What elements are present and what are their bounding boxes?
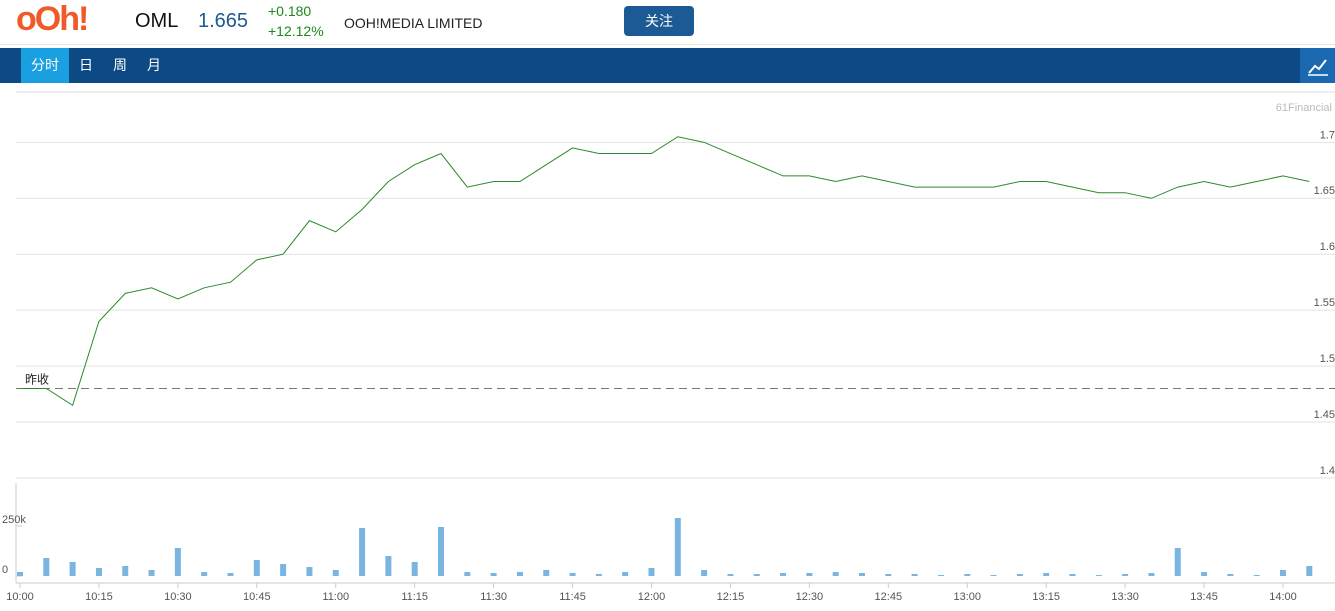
volume-bar <box>727 574 734 576</box>
volume-bar <box>17 572 23 576</box>
header: oOh! OML 1.665 +0.180 +12.12% OOH!MEDIA … <box>0 0 1335 45</box>
volume-bar <box>122 566 129 576</box>
volume-bar <box>148 570 155 576</box>
tab[interactable]: 分时 <box>21 48 69 83</box>
logo[interactable]: oOh! <box>16 0 89 38</box>
prev-close-label: 昨收 <box>25 373 49 387</box>
volume-bar <box>69 562 76 576</box>
volume-bar <box>1122 574 1129 576</box>
symbol: OML <box>135 10 179 32</box>
x-tick-label: 11:45 <box>559 591 586 603</box>
x-tick-label: 12:15 <box>717 591 745 603</box>
volume-bar <box>43 558 50 576</box>
x-tick-label: 10:15 <box>85 591 113 603</box>
follow-button[interactable]: 关注 <box>624 6 694 36</box>
y2-tick-label: 0 <box>2 564 8 576</box>
x-tick-label: 13:30 <box>1111 591 1139 603</box>
volume-bar <box>1201 572 1208 576</box>
volume-bar <box>1280 570 1286 576</box>
x-tick-label: 11:30 <box>480 591 507 603</box>
volume-bar <box>516 572 523 576</box>
change: +0.180 <box>268 3 312 19</box>
volume-bar <box>227 573 234 576</box>
volume-bar <box>753 574 760 576</box>
tab[interactable]: 周 <box>113 57 127 73</box>
volume-bar <box>674 518 681 576</box>
volume-bar <box>201 572 208 576</box>
y-tick-label: 1.4 <box>1320 465 1335 477</box>
x-tick-label: 13:15 <box>1032 591 1060 603</box>
volume-bar <box>1174 548 1181 576</box>
y-tick-label: 1.7 <box>1320 129 1335 141</box>
x-tick-label: 11:15 <box>401 591 428 603</box>
volume-bar <box>832 572 839 576</box>
x-tick-label: 12:00 <box>638 591 666 603</box>
chart-icon <box>1308 59 1328 76</box>
volume-bar <box>464 572 471 576</box>
volume-bar <box>569 573 576 576</box>
volume-bar <box>490 573 497 576</box>
volume-bar <box>1253 575 1260 576</box>
x-tick-label: 12:30 <box>796 591 824 603</box>
volume-bar <box>1069 574 1076 576</box>
volume-bar <box>411 562 418 576</box>
x-tick-label: 13:45 <box>1190 591 1218 603</box>
price-line <box>20 136 1310 407</box>
volume-bar <box>859 573 865 576</box>
x-tick-label: 10:30 <box>164 591 192 603</box>
x-tick-label: 10:00 <box>6 591 34 603</box>
tab[interactable]: 日 <box>79 57 93 73</box>
price: 1.665 <box>198 10 249 32</box>
volume-bar <box>1306 566 1313 576</box>
volume-bar <box>332 570 339 576</box>
volume-bar <box>701 570 708 576</box>
change-pct: +12.12% <box>268 23 324 39</box>
volume-bar <box>1148 573 1155 576</box>
watermark: 61Financial <box>1276 102 1332 114</box>
volume-bar <box>543 570 550 576</box>
volume-bar <box>1095 575 1102 576</box>
volume-bar <box>95 568 102 576</box>
volume-bar <box>438 527 444 576</box>
company: OOH!MEDIA LIMITED <box>344 15 483 31</box>
volume-bar <box>306 567 313 576</box>
volume-bar <box>1043 573 1050 576</box>
volume-bar <box>385 556 392 576</box>
y-tick-label: 1.6 <box>1320 241 1335 253</box>
y-tick-label: 1.45 <box>1314 409 1335 421</box>
volume-bar <box>595 574 602 576</box>
volume-bar <box>622 572 629 576</box>
x-tick-label: 12:45 <box>875 591 903 603</box>
volume-bar <box>253 560 260 576</box>
y-tick-label: 1.55 <box>1314 297 1335 309</box>
x-tick-label: 11:00 <box>322 591 349 603</box>
x-tick-label: 10:45 <box>243 591 271 603</box>
tab[interactable]: 月 <box>147 57 161 73</box>
y-tick-label: 1.65 <box>1314 185 1335 197</box>
x-tick-label: 14:00 <box>1269 591 1297 603</box>
y2-tick-label: 250k <box>2 514 26 526</box>
volume-bar <box>937 575 944 576</box>
volume-bar <box>780 573 787 576</box>
volume-bar <box>911 574 918 576</box>
volume-bar <box>1016 574 1023 576</box>
volume-bar <box>990 575 997 576</box>
volume-bar <box>806 573 813 576</box>
volume-bar <box>648 568 655 576</box>
volume-bar <box>885 574 892 576</box>
volume-bar <box>359 528 366 576</box>
volume-bar <box>964 574 971 576</box>
x-tick-label: 13:00 <box>953 591 981 603</box>
chart-toggle[interactable] <box>1300 48 1335 83</box>
volume-bar <box>174 548 181 576</box>
volume-bar <box>280 564 287 576</box>
volume-bar <box>1227 574 1234 576</box>
y-tick-label: 1.5 <box>1320 353 1335 365</box>
nav-bar: 分时 日 周 月 <box>0 48 1335 83</box>
